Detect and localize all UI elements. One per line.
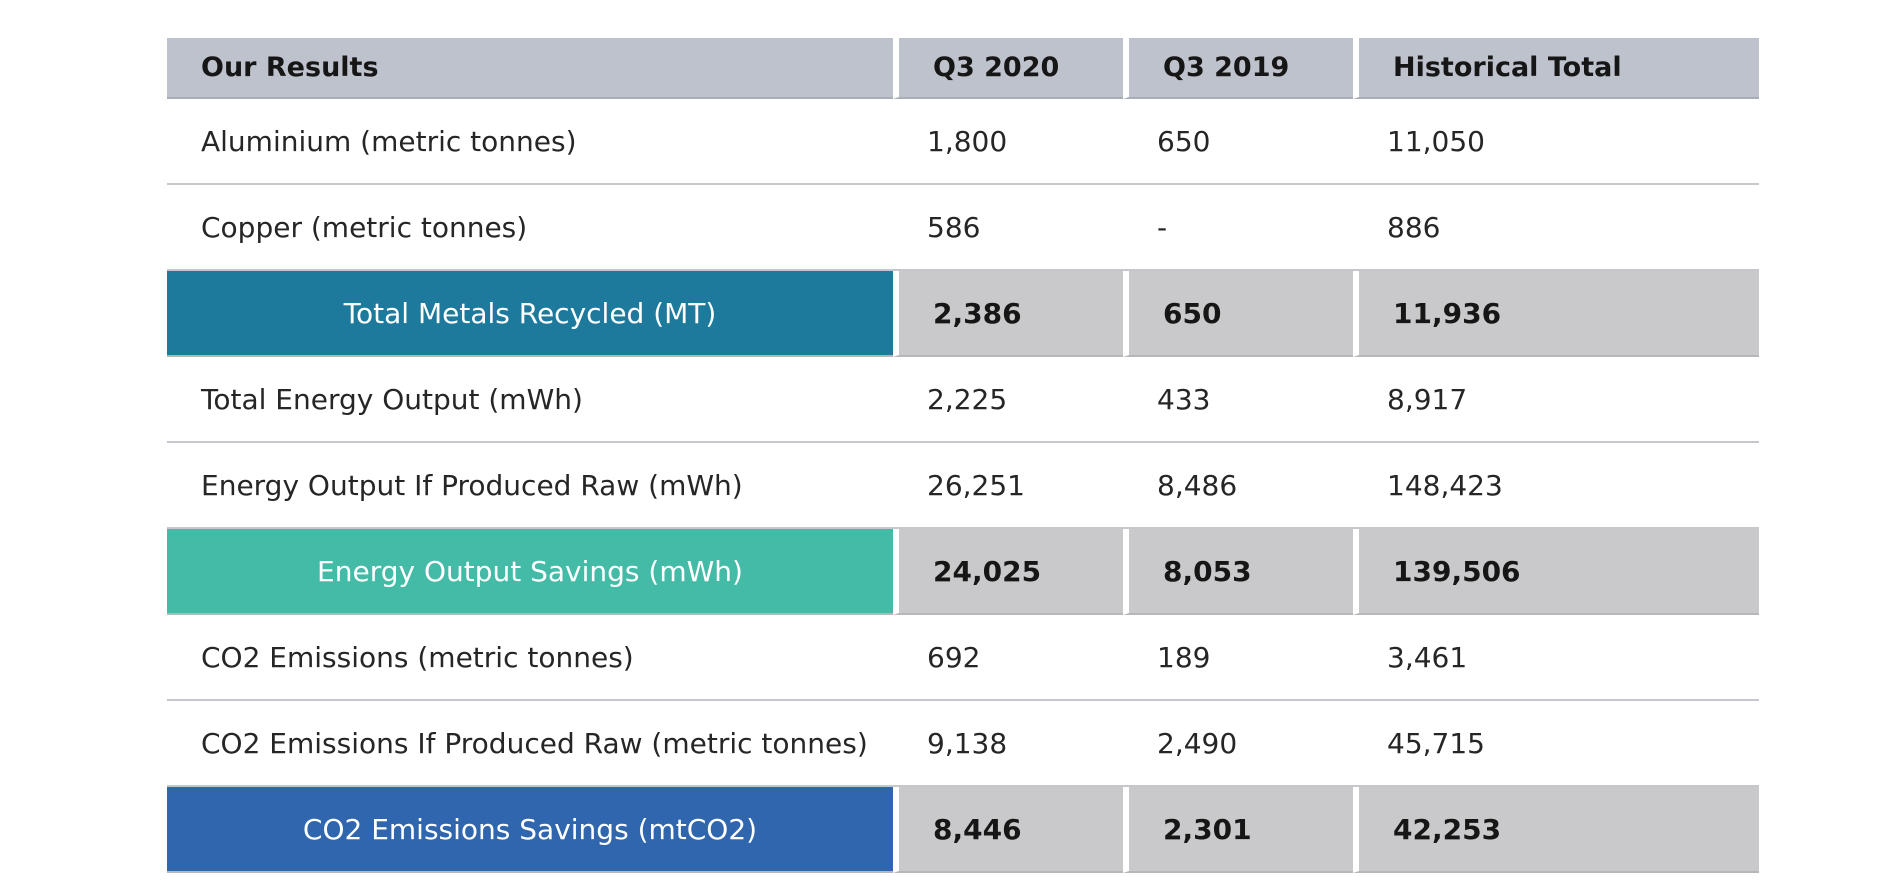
- cell-historical-total: 45,715: [1353, 701, 1759, 787]
- cell-historical-total: 886: [1353, 185, 1759, 271]
- cell-q3-2020: 2,386: [893, 271, 1123, 357]
- total-row-metals: Total Metals Recycled (MT) 2,386 650 11,…: [167, 271, 1759, 357]
- header-our-results: Our Results: [167, 38, 893, 99]
- cell-historical-total: 3,461: [1353, 615, 1759, 701]
- cell-q3-2019: 2,490: [1123, 701, 1353, 787]
- table-row: CO2 Emissions If Produced Raw (metric to…: [167, 701, 1759, 787]
- total-label: Energy Output Savings (mWh): [167, 529, 893, 615]
- cell-q3-2019: 433: [1123, 357, 1353, 443]
- cell-q3-2019: 189: [1123, 615, 1353, 701]
- table-row: Energy Output If Produced Raw (mWh) 26,2…: [167, 443, 1759, 529]
- total-row-energy: Energy Output Savings (mWh) 24,025 8,053…: [167, 529, 1759, 615]
- row-label: Copper (metric tonnes): [167, 185, 893, 271]
- cell-q3-2020: 26,251: [893, 443, 1123, 529]
- cell-q3-2019: 8,486: [1123, 443, 1353, 529]
- cell-historical-total: 42,253: [1353, 787, 1759, 873]
- row-label: Aluminium (metric tonnes): [167, 99, 893, 185]
- cell-q3-2019: 650: [1123, 271, 1353, 357]
- row-label: Total Energy Output (mWh): [167, 357, 893, 443]
- cell-q3-2020: 692: [893, 615, 1123, 701]
- table-row: Total Energy Output (mWh) 2,225 433 8,91…: [167, 357, 1759, 443]
- cell-q3-2019: 650: [1123, 99, 1353, 185]
- row-label: CO2 Emissions (metric tonnes): [167, 615, 893, 701]
- cell-q3-2020: 586: [893, 185, 1123, 271]
- cell-q3-2020: 24,025: [893, 529, 1123, 615]
- row-label: Energy Output If Produced Raw (mWh): [167, 443, 893, 529]
- header-q3-2019: Q3 2019: [1123, 38, 1353, 99]
- cell-q3-2020: 2,225: [893, 357, 1123, 443]
- table-row: Copper (metric tonnes) 586 - 886: [167, 185, 1759, 271]
- cell-historical-total: 11,050: [1353, 99, 1759, 185]
- cell-historical-total: 148,423: [1353, 443, 1759, 529]
- total-label: CO2 Emissions Savings (mtCO2): [167, 787, 893, 873]
- cell-q3-2020: 1,800: [893, 99, 1123, 185]
- cell-q3-2020: 8,446: [893, 787, 1123, 873]
- table-row: Aluminium (metric tonnes) 1,800 650 11,0…: [167, 99, 1759, 185]
- header-q3-2020: Q3 2020: [893, 38, 1123, 99]
- cell-q3-2019: -: [1123, 185, 1353, 271]
- row-label: CO2 Emissions If Produced Raw (metric to…: [167, 701, 893, 787]
- header-historical-total: Historical Total: [1353, 38, 1759, 99]
- table-row: CO2 Emissions (metric tonnes) 692 189 3,…: [167, 615, 1759, 701]
- cell-historical-total: 139,506: [1353, 529, 1759, 615]
- cell-q3-2020: 9,138: [893, 701, 1123, 787]
- total-label: Total Metals Recycled (MT): [167, 271, 893, 357]
- results-table: Our Results Q3 2020 Q3 2019 Historical T…: [167, 38, 1759, 873]
- header-row: Our Results Q3 2020 Q3 2019 Historical T…: [167, 38, 1759, 99]
- cell-historical-total: 11,936: [1353, 271, 1759, 357]
- total-row-co2: CO2 Emissions Savings (mtCO2) 8,446 2,30…: [167, 787, 1759, 873]
- cell-historical-total: 8,917: [1353, 357, 1759, 443]
- cell-q3-2019: 2,301: [1123, 787, 1353, 873]
- cell-q3-2019: 8,053: [1123, 529, 1353, 615]
